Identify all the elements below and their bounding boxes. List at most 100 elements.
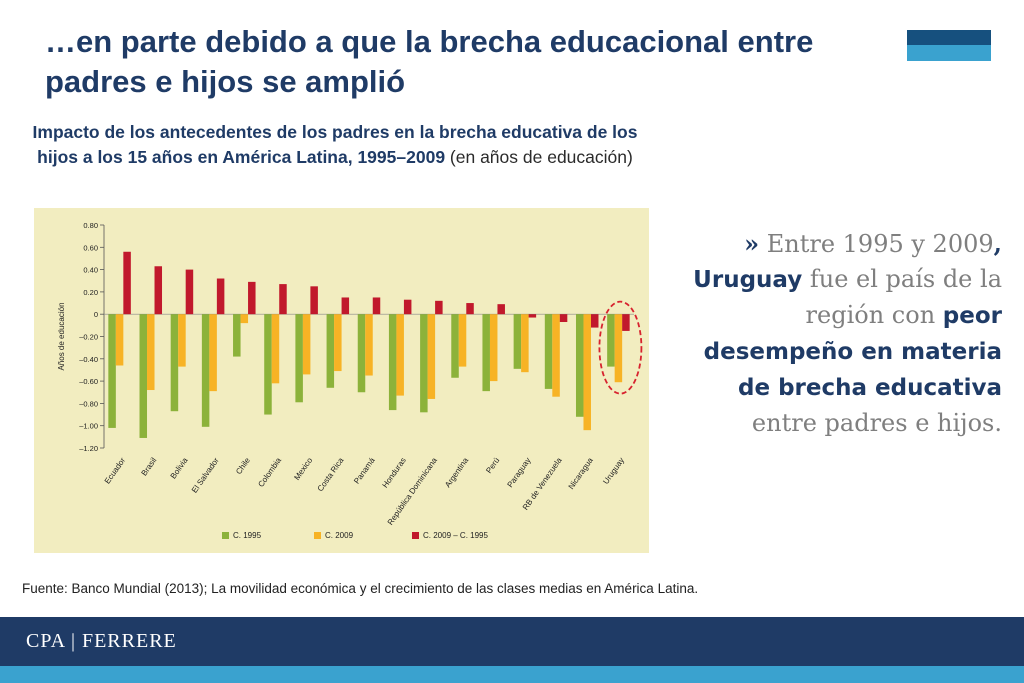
bar-diff (123, 251, 131, 315)
x-tick-label: Argentina (443, 456, 470, 490)
y-tick-label: –1.20 (79, 444, 98, 453)
chart-panel: 0.80 0.60 0.40 0.20 0 –0.20 –0.40 –0.60 –0.80 –1.… (34, 208, 649, 553)
callout-highlight-uruguay: Uruguay (693, 267, 803, 293)
y-tick-label: –0.20 (79, 333, 98, 342)
bar-c2009 (147, 314, 155, 391)
x-tick-label: El Salvador (190, 456, 221, 495)
chart-heading-bold: Impacto de los antecedentes de los padre… (32, 122, 638, 167)
bar-diff (590, 314, 599, 328)
bar-c2009 (240, 314, 249, 324)
bar-c1995 (357, 314, 366, 393)
bar-diff (435, 300, 443, 315)
callout-part-3: entre padres e hijos. (751, 409, 1002, 437)
bar-diff (185, 269, 194, 315)
bar-c2009 (302, 314, 311, 375)
x-tick-label: Paraguay (506, 456, 533, 489)
bar-c1995 (233, 314, 241, 357)
bar-c2009 (614, 314, 623, 383)
accent-bar-dark (907, 30, 991, 45)
bar-c1995 (451, 314, 459, 378)
bar-diff (497, 304, 505, 315)
bar-c2009 (521, 314, 529, 373)
bar-diff (248, 281, 256, 315)
bar-diff (279, 284, 287, 315)
bar-c1995 (139, 314, 148, 438)
x-tick-label: Colombia (256, 456, 283, 489)
legend-label-diff: C. 2009 – C. 1995 (423, 531, 488, 540)
bar-c1995 (607, 314, 615, 367)
callout-comma: , (993, 229, 1002, 258)
bar-diff (559, 314, 568, 323)
bar-diff (216, 278, 225, 315)
bar-c1995 (482, 314, 490, 392)
title-accent-bars (907, 30, 991, 61)
x-tick-label: Perú (484, 456, 501, 475)
x-tick-label: Mexico (292, 456, 314, 482)
brand-logo: CPA | FERRERE (26, 630, 177, 652)
y-tick-label: –0.80 (79, 399, 98, 408)
bar-c1995 (170, 314, 179, 412)
bar-c2009 (209, 314, 217, 392)
bar-c2009 (458, 314, 467, 367)
legend-swatch-c1995 (222, 532, 229, 539)
x-tick-label: Costa Rica (316, 456, 346, 494)
bar-diff (310, 286, 318, 315)
x-tick-label: Chile (234, 456, 252, 477)
accent-bar-light (907, 45, 991, 61)
bar-diff (622, 314, 630, 331)
y-tick-label: 0.20 (83, 288, 98, 297)
chart-heading: Impacto de los antecedentes de los padre… (30, 120, 640, 170)
y-tick-label: –0.40 (79, 355, 98, 364)
legend-label-c2009: C. 2009 (325, 531, 354, 540)
highlight-ring (598, 300, 643, 395)
x-tick-label: Brasil (140, 456, 159, 478)
bar-chart: 0.80 0.60 0.40 0.20 0 –0.20 –0.40 –0.60 –0.80 –1.… (57, 221, 643, 540)
y-axis-label: Años de educación (57, 302, 66, 370)
bar-c2009 (334, 314, 342, 372)
legend-swatch-c2009 (314, 532, 321, 539)
bar-c1995 (513, 314, 522, 369)
bar-c2009 (583, 314, 591, 431)
footer-stripe (0, 666, 1024, 683)
bar-diff (154, 266, 163, 315)
bar-c1995 (388, 314, 397, 411)
bar-c2009 (427, 314, 436, 399)
page-title: …en parte debido a que la brecha educaci… (45, 24, 814, 99)
bar-c2009 (396, 314, 404, 396)
callout-highlight-desempeno: peor desempeño en materia de brecha educ… (703, 303, 1002, 401)
bar-c2009 (271, 314, 280, 384)
source-note: Fuente: Banco Mundial (2013); La movilid… (22, 581, 699, 596)
bar-c1995 (201, 314, 210, 427)
x-tick-label: Panamá (352, 456, 377, 486)
legend-label-c1995: C. 1995 (233, 531, 262, 540)
bar-c1995 (108, 314, 116, 428)
bar-c2009 (552, 314, 560, 397)
bar-c1995 (326, 314, 335, 388)
footer-bar (0, 617, 1024, 666)
callout-part-1: Entre 1995 y 2009 (759, 230, 994, 258)
bar-c2009 (115, 314, 124, 366)
y-tick-label: 0.60 (83, 243, 98, 252)
x-tick-label: Bolivia (169, 456, 190, 481)
x-tick-label: Ecuador (103, 456, 128, 486)
bar-c2009 (178, 314, 186, 367)
bar-diff (403, 299, 412, 315)
x-tick-label: Nicaragua (567, 456, 596, 491)
callout-part-2: fue el país de la región con (802, 265, 1002, 329)
bar-diff (528, 314, 537, 318)
y-tick-label: 0.80 (83, 221, 98, 230)
legend-swatch-diff (412, 532, 419, 539)
chevron-bullet-icon: » (744, 229, 760, 258)
bar-c1995 (575, 314, 584, 417)
chart-heading-units: (en años de educación) (445, 147, 633, 167)
bar-c2009 (489, 314, 498, 382)
callout-text: » Entre 1995 y 2009, Uruguay fue el país … (672, 226, 1002, 441)
y-tick-label: –0.60 (79, 377, 98, 386)
bar-c1995 (544, 314, 553, 389)
bar-c1995 (420, 314, 428, 413)
y-tick-label: 0 (94, 310, 98, 319)
x-tick-label: Uruguay (601, 456, 626, 486)
bar-diff (341, 297, 350, 315)
bar-diff (372, 297, 381, 315)
bar-c2009 (365, 314, 373, 376)
